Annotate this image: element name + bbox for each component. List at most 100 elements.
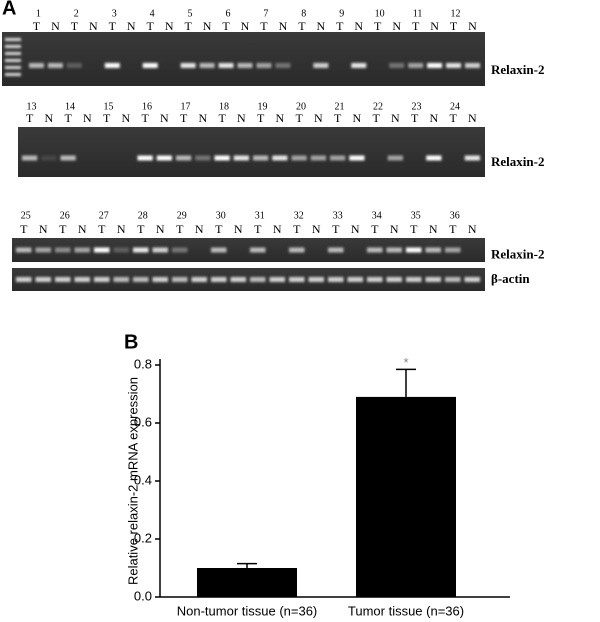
band <box>291 155 307 161</box>
lane-sub-label: N <box>468 222 477 236</box>
band <box>426 155 442 161</box>
lane-sub-label: T <box>180 111 188 125</box>
band <box>408 62 424 68</box>
lane-number: 32 <box>294 210 304 221</box>
lane-sub-label: N <box>89 19 98 33</box>
band <box>230 277 246 282</box>
lane-sub-label: N <box>468 111 477 125</box>
y-tick-label: 0.6 <box>134 414 152 429</box>
band <box>464 155 480 161</box>
lane-sub-label: N <box>237 111 246 125</box>
band <box>367 277 383 282</box>
lane-number: 20 <box>296 101 306 112</box>
band <box>94 247 110 253</box>
lane-number: 25 <box>21 210 31 221</box>
gel-label: Relaxin-2 <box>491 62 544 77</box>
band <box>104 62 120 68</box>
band <box>74 247 90 253</box>
lane-sub-label: N <box>317 19 326 33</box>
lane-number: 3 <box>112 8 117 19</box>
ladder-band <box>5 38 21 41</box>
lane-sub-label: N <box>351 222 360 236</box>
lane-sub-label: T <box>412 19 420 33</box>
lane-sub-label: T <box>410 222 418 236</box>
band <box>367 247 383 253</box>
lane-sub-label: T <box>298 19 306 33</box>
band <box>172 277 188 282</box>
x-tick-label: Non-tumor tissue (n=36) <box>177 603 318 618</box>
lane-number: 26 <box>60 210 70 221</box>
lane-sub-label: T <box>184 19 192 33</box>
band <box>406 277 422 282</box>
lane-sub-label: T <box>26 111 34 125</box>
lane-sub-label: T <box>449 111 457 125</box>
lane-sub-label: T <box>71 19 79 33</box>
lane-number: 18 <box>219 101 229 112</box>
band <box>55 247 71 253</box>
lane-number: 9 <box>339 8 344 19</box>
lane-number: 12 <box>450 8 460 19</box>
lane-sub-label: T <box>176 222 184 236</box>
lane-number: 13 <box>27 101 37 112</box>
band <box>180 62 196 68</box>
ladder-band <box>5 52 21 55</box>
band <box>29 62 44 68</box>
band <box>425 277 441 282</box>
lane-sub-label: N <box>160 111 169 125</box>
lane-sub-label: N <box>117 222 126 236</box>
lane-sub-label: N <box>165 19 174 33</box>
band <box>289 277 305 282</box>
lane-sub-label: N <box>241 19 250 33</box>
lane-number: 21 <box>335 101 345 112</box>
lane-number: 8 <box>301 8 306 19</box>
lane-sub-label: T <box>295 111 303 125</box>
lane-sub-label: N <box>234 222 243 236</box>
ladder-band <box>5 66 21 69</box>
band <box>386 247 402 253</box>
band <box>328 247 344 253</box>
lane-number: 36 <box>450 210 460 221</box>
lane-number: 1 <box>36 8 41 19</box>
lane-sub-label: N <box>430 19 439 33</box>
band <box>211 247 227 253</box>
band <box>191 277 207 282</box>
band <box>250 277 266 282</box>
band <box>253 155 269 161</box>
lane-sub-label: T <box>293 222 301 236</box>
lane-sub-label: N <box>51 19 60 33</box>
lane-sub-label: T <box>374 19 382 33</box>
lane-sub-label: N <box>45 111 54 125</box>
lane-sub-label: T <box>254 222 262 236</box>
lane-sub-label: T <box>372 111 380 125</box>
band <box>406 247 422 253</box>
lane-sub-label: T <box>147 19 155 33</box>
lane-sub-label: T <box>103 111 111 125</box>
lane-number: 5 <box>188 8 193 19</box>
gel <box>12 268 485 291</box>
band <box>445 247 461 253</box>
lane-number: 19 <box>258 101 268 112</box>
lane-number: 31 <box>255 210 265 221</box>
lane-sub-label: N <box>312 222 321 236</box>
y-axis-label: Relative relaxin-2 mRNA expression <box>125 377 140 585</box>
y-tick-label: 0.2 <box>134 530 152 545</box>
ladder-band <box>5 59 21 62</box>
ladder-band <box>5 73 21 76</box>
band <box>256 62 272 68</box>
lane-number: 16 <box>142 101 152 112</box>
band <box>211 277 227 282</box>
band <box>16 247 32 253</box>
band <box>74 277 90 282</box>
lane-number: 4 <box>150 8 155 19</box>
gel <box>18 127 485 177</box>
lane-number: 7 <box>263 8 268 19</box>
lane-sub-label: T <box>64 111 72 125</box>
lane-sub-label: N <box>429 222 438 236</box>
band <box>113 277 129 282</box>
lane-sub-label: T <box>371 222 379 236</box>
band <box>113 247 129 253</box>
lane-sub-label: T <box>411 111 419 125</box>
bar <box>197 568 297 597</box>
lane-sub-label: N <box>203 19 212 33</box>
band <box>16 277 32 282</box>
